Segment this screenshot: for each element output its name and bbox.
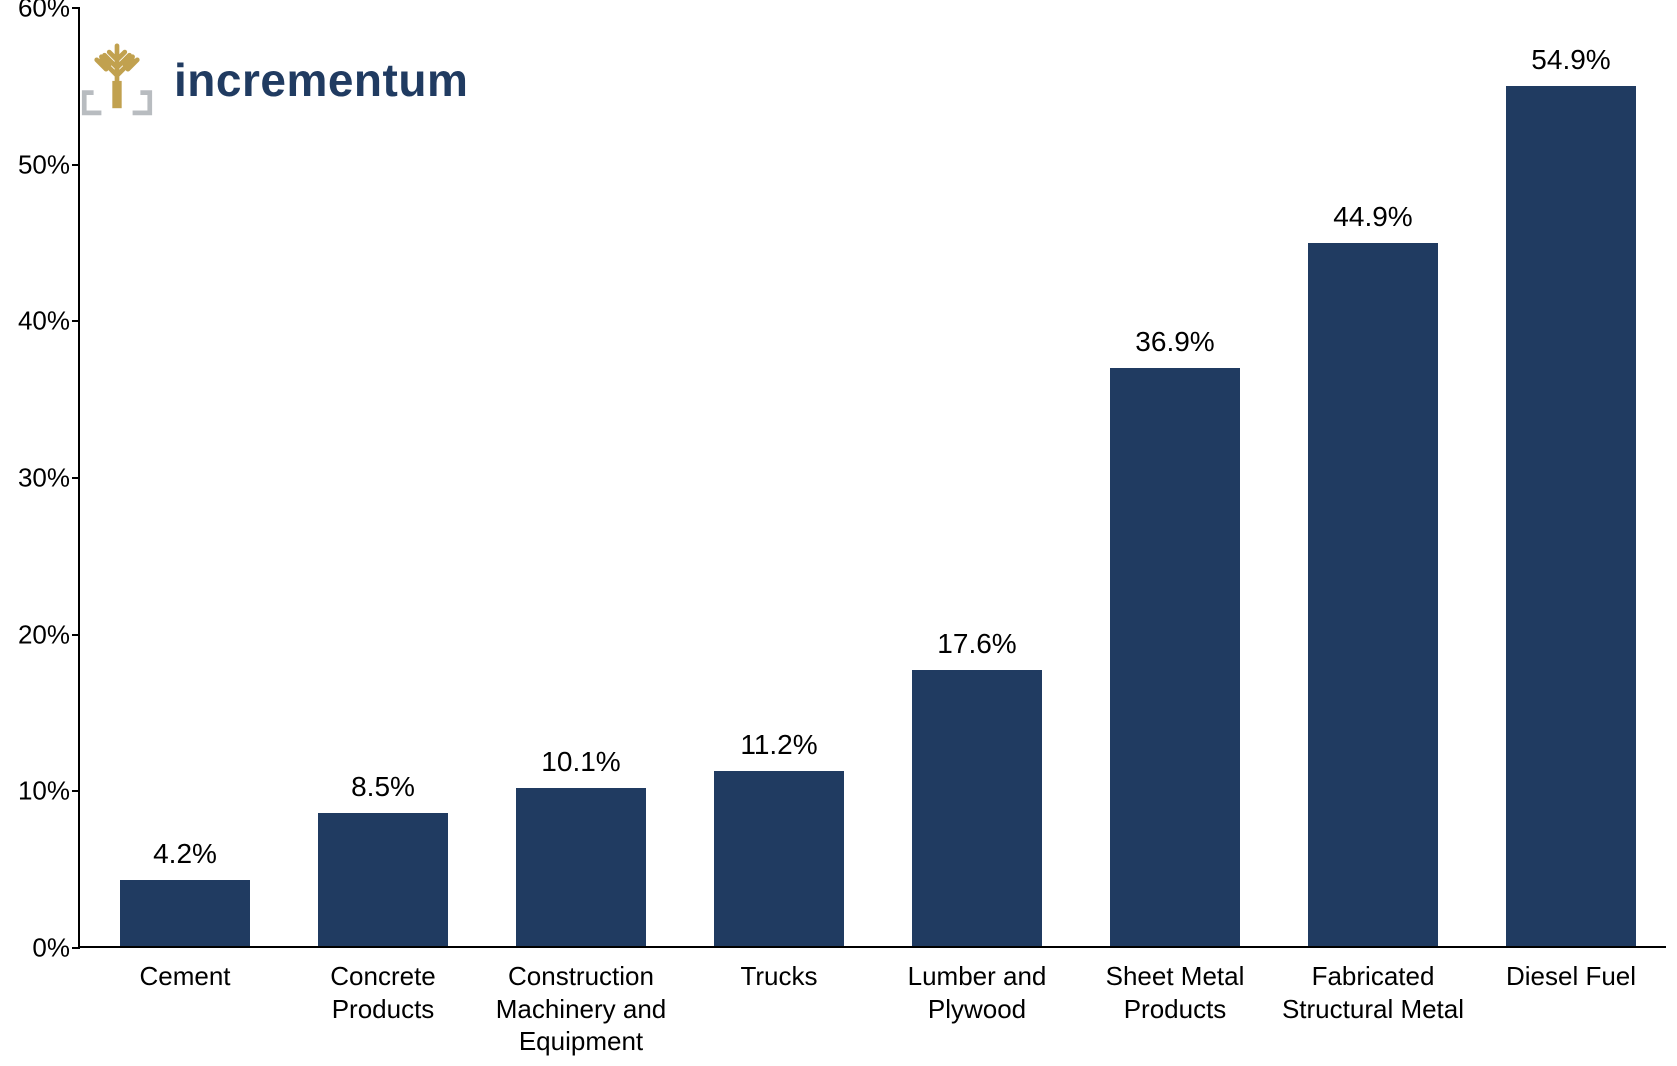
- y-tick-label: 30%: [18, 463, 70, 494]
- bar-value-label: 8.5%: [351, 771, 415, 803]
- x-category-label: Lumber and Plywood: [882, 960, 1072, 1025]
- y-tick-mark: [72, 477, 80, 479]
- y-tick-label: 40%: [18, 306, 70, 337]
- y-tick-label: 50%: [18, 149, 70, 180]
- bar-value-label: 54.9%: [1531, 44, 1610, 76]
- bar-value-label: 4.2%: [153, 838, 217, 870]
- bar: 10.1%: [516, 788, 646, 946]
- y-tick-label: 60%: [18, 0, 70, 24]
- brand-name: incrementum: [174, 53, 468, 107]
- y-tick-label: 20%: [18, 619, 70, 650]
- y-tick-mark: [72, 164, 80, 166]
- bar: 8.5%: [318, 813, 448, 946]
- bar: 54.9%: [1506, 86, 1636, 946]
- y-tick-mark: [72, 320, 80, 322]
- bar: 17.6%: [912, 670, 1042, 946]
- bar-value-label: 11.2%: [740, 729, 817, 761]
- y-tick-mark: [72, 947, 80, 949]
- y-tick-mark: [72, 7, 80, 9]
- y-tick-label: 0%: [32, 933, 70, 964]
- y-tick-mark: [72, 790, 80, 792]
- chart-container: 0% 10% 20% 30% 40% 50% 60% 4.2% Cement 8.5% Concre…: [0, 0, 1677, 1066]
- plot-area: 0%10%20%30%40%50%60%4.2%Cement8.5%Concre…: [78, 8, 1666, 948]
- x-category-label: Trucks: [684, 960, 874, 993]
- bar: 4.2%: [120, 880, 250, 946]
- y-tick-label: 10%: [18, 776, 70, 807]
- bar: 44.9%: [1308, 243, 1438, 946]
- bar-value-label: 44.9%: [1333, 201, 1412, 233]
- bar-value-label: 36.9%: [1135, 326, 1214, 358]
- bar: 36.9%: [1110, 368, 1240, 946]
- x-category-label: Cement: [90, 960, 280, 993]
- bar-value-label: 17.6%: [937, 628, 1016, 660]
- bar: 11.2%: [714, 771, 844, 946]
- x-category-label: Fabricated Structural Metal: [1278, 960, 1468, 1025]
- bar-value-label: 10.1%: [541, 746, 620, 778]
- x-category-label: Concrete Products: [288, 960, 478, 1025]
- x-category-label: Diesel Fuel: [1476, 960, 1666, 993]
- y-tick-mark: [72, 634, 80, 636]
- tree-icon: [78, 38, 156, 121]
- x-category-label: Sheet Metal Products: [1080, 960, 1270, 1025]
- brand-logo: incrementum: [78, 38, 468, 121]
- x-category-label: Construction Machinery and Equipment: [486, 960, 676, 1058]
